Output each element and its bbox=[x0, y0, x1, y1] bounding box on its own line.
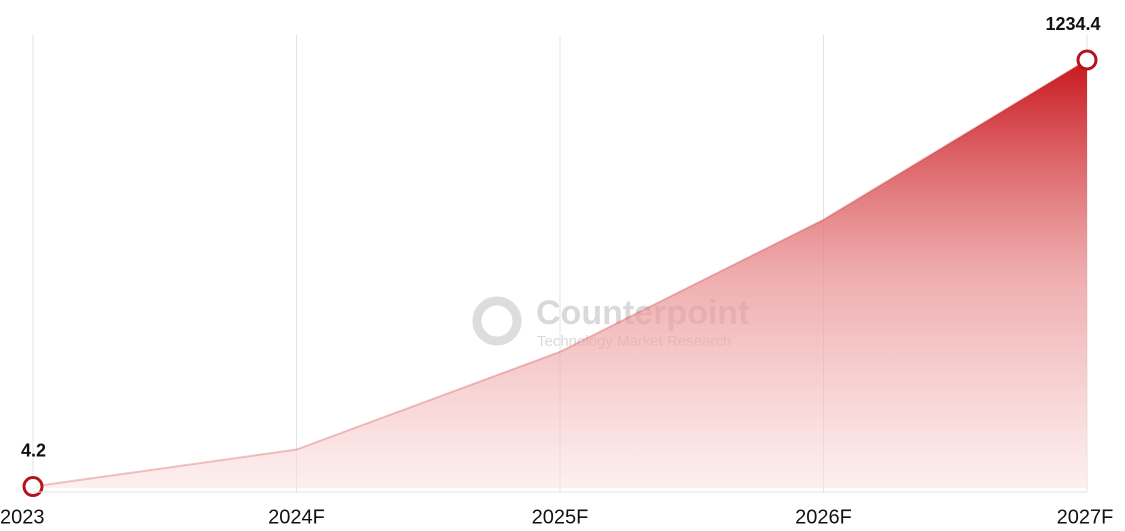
area-line bbox=[32, 59, 1088, 488]
data-label: 1234.4 bbox=[1045, 14, 1100, 34]
x-tick-label: 2026F bbox=[795, 506, 852, 528]
data-label: 4.2 bbox=[21, 440, 46, 460]
watermark-logo bbox=[472, 296, 522, 346]
x-tick-label: 2023 bbox=[0, 506, 45, 528]
x-tick-label: 2027F bbox=[1057, 506, 1114, 528]
x-tick-label: 2024F bbox=[268, 506, 325, 528]
point-marker bbox=[1076, 49, 1098, 71]
x-tick-label: 2025F bbox=[532, 506, 589, 528]
point-marker bbox=[22, 476, 44, 498]
area bbox=[33, 60, 1087, 488]
